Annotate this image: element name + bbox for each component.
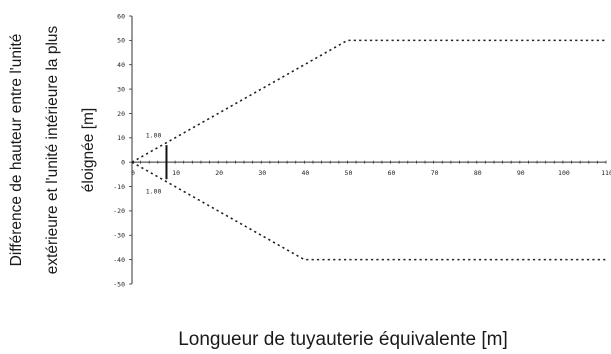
y-tick-label: 60 [117,12,125,20]
x-ticks: 0 10 20 30 40 50 60 70 80 90 100 110 [131,169,611,177]
y-tick-label: 0 [121,158,125,166]
axes [131,16,607,284]
y-tick-label: 50 [117,37,125,45]
y-tick-label: 20 [117,110,125,118]
x-tick-label: 90 [517,169,525,177]
series-line-1 [131,39,606,163]
y-tick-label: 40 [117,61,125,69]
y-tick-label: 10 [117,134,125,142]
x-tick-label: 50 [345,169,353,177]
y-tick-label: -20 [113,207,125,215]
x-tick-label: 40 [301,169,309,177]
x-tick-label: 10 [172,169,180,177]
x-tick-label: 20 [215,169,223,177]
x-tick-label: 110 [601,169,611,177]
y-axis-label-line-3: éloignée [m] [80,108,97,192]
annotation-label: 1.00 [146,131,162,139]
x-tick-label: 60 [388,169,396,177]
x-axis-label: Longueur de tuyauterie équivalente [m] [178,329,508,350]
series-line-2 [131,161,606,261]
x-tick-label: 100 [558,169,570,177]
y-tick-label: -10 [113,183,125,191]
y-tick-label: 30 [117,85,125,93]
x-tick-label: 80 [474,169,482,177]
series [131,39,606,261]
x-tick-label: 70 [431,169,439,177]
y-tick-label: -50 [113,280,125,288]
x-tick-label: 30 [258,169,266,177]
x-tick-label: 0 [131,169,135,177]
annotation-label: 1.00 [146,187,162,195]
y-axis-label-line-1: Différence de hauteur entre l'unité [8,34,25,267]
annotations: 1.00 1.00 [146,131,162,195]
y-axis-label-line-2: extérieure et l'unité intérieure la plus [44,25,61,274]
y-tick-label: -40 [113,256,125,264]
y-tick-label: -30 [113,232,125,240]
y-axis-label: Différence de hauteur entre l'unité exté… [8,25,97,274]
y-ticks: 60 50 40 30 20 10 0 -10 -20 -30 -40 -50 [113,12,132,288]
